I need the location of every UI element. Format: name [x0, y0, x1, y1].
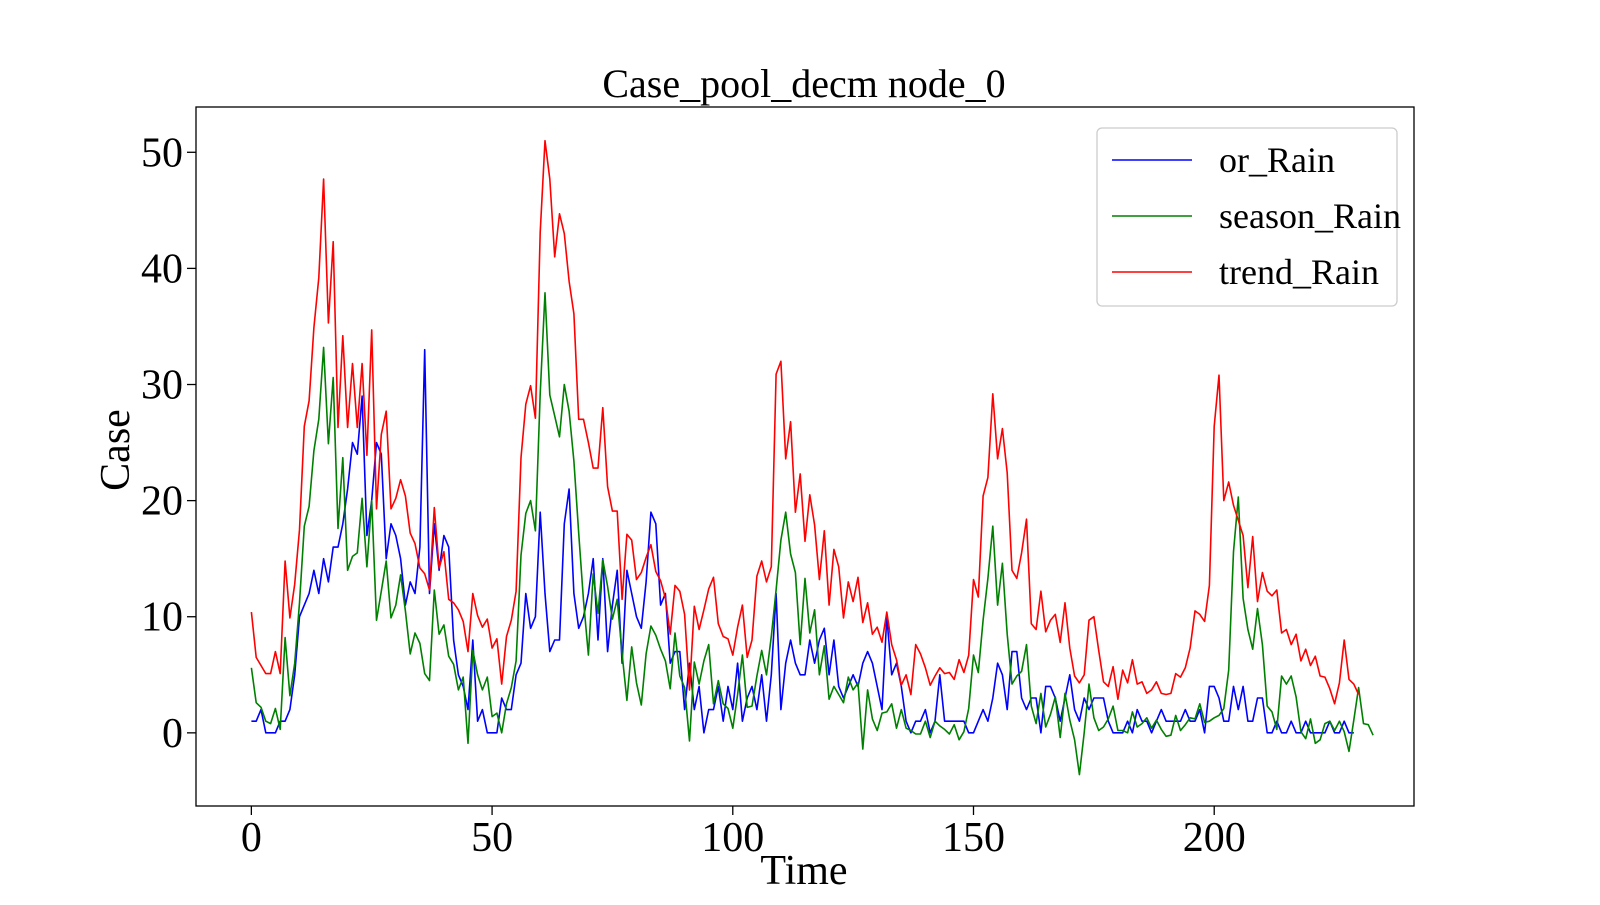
axes-frame [195, 106, 1415, 807]
legend-box [1096, 127, 1398, 307]
x-tick-label: 100 [701, 815, 764, 861]
series-line-trend-rain [250, 139, 1360, 705]
x-tick-label: 50 [471, 815, 513, 861]
y-tick-label: 30 [141, 363, 183, 409]
plot-area: 0 50 100 150 200 0 10 20 30 40 50 [141, 106, 1415, 861]
y-tick-label: 40 [141, 246, 183, 292]
chart-title: Case_pool_decm node_0 [602, 61, 1005, 106]
legend-label: season_Rain [1219, 196, 1401, 236]
x-tick-label: 0 [241, 815, 262, 861]
x-axis-label: Time [760, 848, 847, 894]
series-line-season-rain [250, 291, 1374, 776]
x-tick-label: 200 [1183, 815, 1246, 861]
series-line-or-rain [251, 348, 1354, 734]
series-group [250, 139, 1374, 776]
y-tick-label: 50 [141, 130, 183, 176]
legend-label: or_Rain [1219, 140, 1335, 180]
y-tick-label: 20 [141, 479, 183, 525]
x-tick-label: 150 [942, 815, 1005, 861]
y-axis-label: Case [93, 409, 139, 491]
legend: or_Rain season_Rain trend_Rain [1096, 127, 1401, 307]
y-tick-label: 10 [141, 595, 183, 641]
y-tick-label: 0 [162, 711, 183, 757]
legend-label: trend_Rain [1219, 252, 1379, 292]
